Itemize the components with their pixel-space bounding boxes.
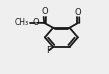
Text: O: O: [33, 18, 40, 27]
Text: F: F: [46, 46, 51, 55]
Text: O: O: [42, 7, 48, 16]
Text: O: O: [75, 8, 82, 17]
Text: CH₃: CH₃: [15, 18, 29, 27]
